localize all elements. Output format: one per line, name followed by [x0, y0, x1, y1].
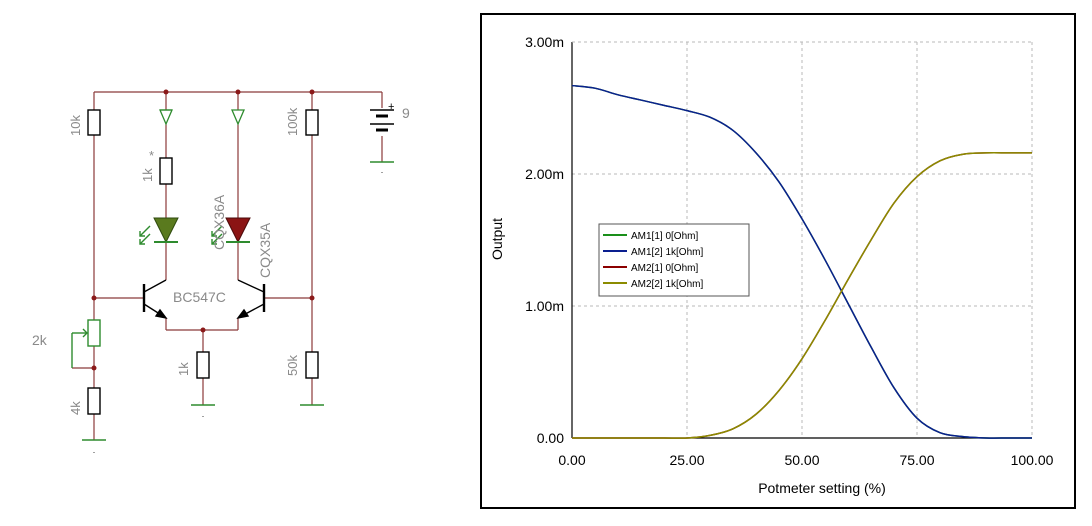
x-tick-label: 0.00: [558, 452, 585, 468]
label-pot: 2k: [32, 332, 48, 348]
legend-label: AM1[1] 0[Ohm]: [631, 231, 698, 242]
x-tick-label: 50.00: [784, 452, 819, 468]
led-green-icon: [139, 217, 179, 245]
label-battery-plus: +: [388, 101, 394, 113]
resistor-50k: [305, 351, 319, 379]
label-r-emitter: 1k: [176, 362, 191, 376]
y-tick-label: 2.00m: [525, 166, 564, 182]
chart-legend: AM1[1] 0[Ohm] AM1[2] 1k[Ohm] AM2[1] 0[Ohm]…: [598, 223, 750, 297]
battery-icon: [370, 109, 394, 132]
line-chart: 0.00 25.00 50.00 75.00 100.00 0.00 1.00m 2.00m 3…: [489, 34, 1054, 496]
transistor-right-icon: [236, 279, 266, 320]
circuit-schematic: 10k 1k * CQX36A CQX35A 100k 9 + BC547C 2…: [32, 89, 410, 453]
x-tick-label: 25.00: [669, 452, 704, 468]
ground-icon: [370, 161, 394, 173]
label-r-led1: 1k: [140, 168, 155, 182]
x-axis-label: Potmeter setting (%): [758, 480, 886, 496]
legend-label: AM2[2] 1k[Ohm]: [631, 279, 703, 290]
transistor-left-icon: [142, 279, 168, 320]
y-axis-label: Output: [489, 218, 505, 260]
chart-panel: 0.00 25.00 50.00 75.00 100.00 0.00 1.00m 2.00m 3…: [480, 13, 1076, 509]
legend-label: AM1[2] 1k[Ohm]: [631, 247, 703, 258]
label-r-right-top: 100k: [285, 107, 300, 136]
label-transistor: BC547C: [173, 289, 226, 305]
y-tick-label: 1.00m: [525, 298, 564, 314]
series-line-4: [572, 152, 1032, 439]
label-r-left-bottom: 4k: [68, 401, 83, 415]
label-r-led1-mark: *: [149, 148, 154, 163]
resistor-1k-led: [159, 157, 173, 185]
series-line-2: [571, 84, 1032, 439]
potentiometer-symbol: [71, 319, 101, 368]
label-r-left-top: 10k: [68, 115, 83, 136]
resistor-4k: [87, 387, 101, 415]
x-tick-label: 100.00: [1011, 452, 1054, 468]
x-tick-label: 75.00: [899, 452, 934, 468]
led-red-icon: [211, 217, 251, 245]
ground-icon: [191, 404, 215, 417]
resistor-100k: [305, 109, 319, 136]
label-r-right-bottom: 50k: [285, 355, 300, 376]
legend-label: AM2[1] 0[Ohm]: [631, 263, 698, 274]
resistor-10k: [87, 109, 101, 136]
label-led2: CQX35A: [257, 222, 273, 278]
ground-icon: [82, 439, 106, 453]
label-battery: 9: [402, 105, 410, 121]
y-tick-label: 0.00: [537, 430, 564, 446]
label-led1: CQX36A: [211, 194, 227, 250]
resistor-1k-emitter: [196, 351, 210, 379]
y-tick-label: 3.00m: [525, 34, 564, 50]
